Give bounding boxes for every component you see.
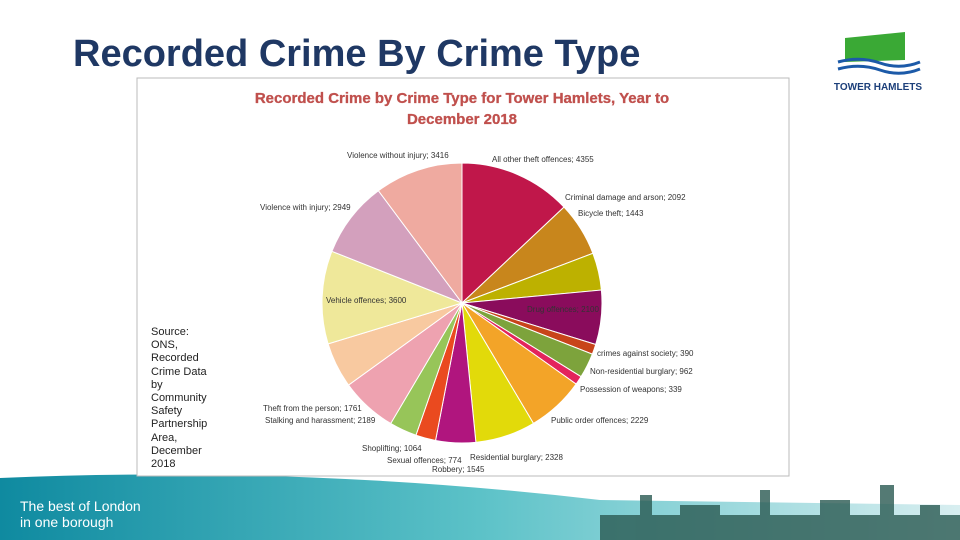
data-label: Possession of weapons; 339 (580, 385, 682, 394)
data-label: Bicycle theft; 1443 (578, 209, 644, 218)
label-value: 2949 (333, 203, 351, 212)
data-label: Robbery; 1545 (432, 465, 485, 474)
pie-slice (377, 162, 463, 305)
label-category: Robbery (432, 465, 462, 474)
label-value: 1545 (467, 465, 485, 474)
label-value: 1761 (344, 404, 362, 413)
label-value: 1443 (626, 209, 644, 218)
footer-line: The best of London (20, 498, 141, 514)
logo: TOWER HAMLETS (834, 32, 922, 93)
label-value: 2229 (630, 416, 648, 425)
pie-slice (461, 162, 565, 305)
label-category: Stalking and harassment (265, 416, 354, 425)
label-category: Possession of weapons (580, 385, 664, 394)
label-value: 2328 (545, 453, 563, 462)
data-label: Theft from the person; 1761 (263, 404, 362, 413)
data-label: Sexual offences; 774 (387, 456, 462, 465)
label-value: 339 (669, 385, 683, 394)
data-label: Violence without injury; 3416 (347, 151, 449, 160)
data-label: All other theft offences; 4355 (492, 155, 594, 164)
label-value: 390 (680, 349, 694, 358)
label-category: Bicycle theft (578, 209, 622, 218)
label-category: Drug offences (527, 305, 577, 314)
data-label: Criminal damage and arson; 2092 (565, 193, 686, 202)
label-value: 4355 (576, 155, 594, 164)
label-category: Violence without injury (347, 151, 426, 160)
chart-title: Recorded Crime by Crime Type for Tower H… (255, 90, 669, 107)
label-value: 1064 (404, 444, 422, 453)
logo-text: TOWER HAMLETS (834, 82, 922, 93)
label-value: 3416 (431, 151, 449, 160)
label-category: Sexual offences (387, 456, 444, 465)
label-category: Vehicle offences (326, 296, 384, 305)
slide-title: Recorded Crime By Crime Type (73, 33, 640, 75)
label-category: Theft from the person (263, 404, 339, 413)
label-category: Violence with injury (260, 203, 328, 212)
label-category: Shoplifting (362, 444, 399, 453)
label-value: 2189 (358, 416, 376, 425)
source-note: Source: ONS, Recorded Crime Data by Comm… (151, 326, 208, 471)
data-label: Vehicle offences; 3600 (326, 296, 407, 305)
data-label: Shoplifting; 1064 (362, 444, 422, 453)
data-label: Drug offences; 2100 (527, 305, 599, 314)
pie-slice (321, 250, 464, 345)
footer-line: in one borough (20, 514, 113, 530)
data-label: Violence with injury; 2949 (260, 203, 351, 212)
label-category: Non-residential burglary (590, 367, 675, 376)
label-category: Residential burglary (470, 453, 541, 462)
chart-title: December 2018 (407, 111, 517, 128)
skyline (600, 485, 960, 540)
data-label: crimes against society; 390 (597, 349, 694, 358)
label-category: All other theft offences (492, 155, 571, 164)
data-label: Stalking and harassment; 2189 (265, 416, 376, 425)
label-category: Criminal damage and arson (565, 193, 663, 202)
data-label: Public order offences; 2229 (551, 416, 649, 425)
label-value: 2100 (581, 305, 599, 314)
data-label: Residential burglary; 2328 (470, 453, 564, 462)
label-value: 774 (448, 456, 462, 465)
label-category: crimes against society (597, 349, 676, 358)
label-category: Public order offences (551, 416, 626, 425)
data-label: Non-residential burglary; 962 (590, 367, 693, 376)
label-value: 3600 (389, 296, 407, 305)
label-value: 962 (679, 367, 693, 376)
label-value: 2092 (668, 193, 686, 202)
